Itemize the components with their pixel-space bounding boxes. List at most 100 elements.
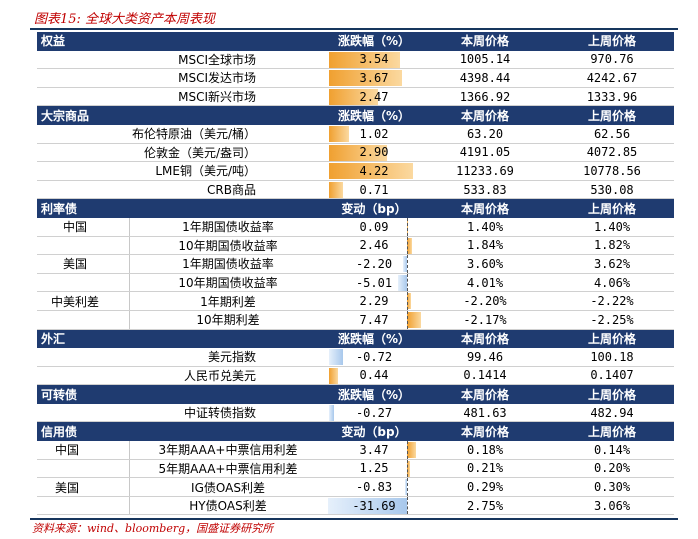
previous-price: 3.06% (593, 498, 631, 513)
current-price: 0.1414 (463, 368, 507, 383)
previous-price: -2.22% (590, 294, 634, 309)
row-label: 1年期利差 (200, 294, 256, 309)
previous-price: 482.94 (590, 405, 634, 420)
previous-price: 3.62% (593, 256, 631, 271)
row-label: 美元指数 (207, 350, 256, 365)
column-separator (129, 441, 130, 459)
previous-price: 1333.96 (586, 89, 638, 104)
change-value: -0.27 (355, 405, 393, 420)
current-price-header: 本周价格 (460, 424, 509, 439)
current-price: 4.01% (466, 275, 504, 290)
row-label: 1年期国债收益率 (182, 220, 274, 235)
bottom-rule (30, 518, 678, 520)
change-value: 1.25 (359, 461, 389, 476)
section-header-row: 信用债 变动（bp） 本周价格 上周价格 (37, 422, 674, 442)
previous-price: 530.08 (590, 182, 634, 197)
table-row: 人民币兑美元 0.44 0.1414 0.1407 (37, 367, 674, 386)
previous-price-header: 上周价格 (587, 201, 636, 216)
current-price: 0.21% (466, 461, 504, 476)
section-header-row: 大宗商品 涨跌幅（%） 本周价格 上周价格 (37, 106, 674, 125)
change-bar (402, 256, 407, 273)
row-label: 布伦特原油（美元/桶） (131, 127, 256, 142)
table-row: 10年期国债收益率 -5.01 4.01% 4.06% (37, 273, 674, 293)
row-label: 10年期国债收益率 (178, 276, 278, 291)
previous-price: 4242.67 (586, 70, 638, 85)
column-separator (129, 217, 130, 236)
current-price: 1.40% (466, 219, 504, 234)
previous-price: 10778.56 (583, 163, 641, 178)
row-label: LME铜（美元/吨） (155, 164, 256, 179)
table-row: 美元指数 -0.72 99.46 100.18 (37, 348, 674, 367)
change-value: 4.22 (359, 163, 389, 178)
column-separator (129, 255, 130, 273)
section-title: 权益 (41, 34, 66, 49)
change-bar (329, 51, 400, 68)
change-value: 2.47 (359, 89, 389, 104)
change-bar (329, 367, 338, 384)
change-column-header: 涨跌幅（%） (337, 34, 411, 49)
change-bar (397, 274, 407, 291)
change-bar (329, 88, 379, 105)
row-label: 10年期国债收益率 (178, 238, 278, 253)
column-separator (129, 459, 130, 478)
change-value: 0.09 (359, 219, 389, 234)
column-separator (129, 236, 130, 255)
previous-price-header: 上周价格 (587, 34, 636, 49)
row-label: 3年期AAA+中票信用利差 (158, 443, 298, 458)
zero-axis-line (407, 496, 408, 515)
previous-price-header: 上周价格 (587, 108, 636, 123)
zero-axis-line (407, 459, 408, 478)
table-row: CRB商品 0.71 533.83 530.08 (37, 181, 674, 200)
row-label: HY债OAS利差 (189, 499, 267, 514)
current-price-header: 本周价格 (460, 108, 509, 123)
current-price: 4191.05 (459, 145, 511, 160)
previous-price: 62.56 (593, 126, 631, 141)
zero-axis-line (407, 273, 408, 292)
table-row: 中证转债指数 -0.27 481.63 482.94 (37, 404, 674, 423)
change-bar (407, 311, 421, 328)
table-row: 美国 1年期国债收益率 -2.20 3.60% 3.62% (37, 255, 674, 274)
source-note: 资料来源：wind、bloomberg，国盛证券研究所 (32, 522, 274, 535)
change-bar (329, 181, 344, 198)
zero-axis-line (407, 217, 408, 236)
column-separator (129, 478, 130, 496)
row-label: MSCI发达市场 (178, 71, 256, 86)
table-row: HY债OAS利差 -31.69 2.75% 3.06% (37, 496, 674, 516)
previous-price: 4.06% (593, 275, 631, 290)
column-separator (129, 273, 130, 292)
table-row: LME铜（美元/吨） 4.22 11233.69 10778.56 (37, 162, 674, 181)
asset-performance-table: 权益 涨跌幅（%） 本周价格 上周价格 MSCI全球市场 3.54 1005.14 970.7… (37, 32, 674, 516)
column-separator (129, 310, 130, 329)
current-price: 1366.92 (459, 89, 511, 104)
row-label: MSCI新兴市场 (178, 90, 256, 105)
previous-price: 970.76 (590, 52, 634, 67)
section-title: 信用债 (41, 424, 78, 439)
row-label: 5年期AAA+中票信用利差 (158, 461, 298, 476)
current-price: 0.18% (466, 442, 504, 457)
row-group-label: 中国 (63, 220, 88, 235)
previous-price: 0.14% (593, 442, 631, 457)
column-separator (129, 292, 130, 310)
previous-price: 100.18 (590, 349, 634, 364)
current-price-header: 本周价格 (460, 201, 509, 216)
change-bar (329, 404, 335, 421)
row-group-label: 中美利差 (51, 294, 100, 309)
zero-axis-line (407, 255, 408, 273)
change-value: 2.29 (359, 294, 389, 309)
change-column-header: 变动（bp） (341, 201, 407, 216)
change-column-header: 涨跌幅（%） (337, 387, 411, 402)
current-price: 3.60% (466, 256, 504, 271)
current-price-header: 本周价格 (460, 387, 509, 402)
column-separator (129, 496, 130, 515)
current-price: 2.75% (466, 498, 504, 513)
current-price-header: 本周价格 (460, 331, 509, 346)
change-value: 3.67 (359, 70, 389, 85)
change-value: -0.83 (355, 480, 393, 495)
change-value: 1.02 (359, 126, 389, 141)
change-bar (407, 442, 416, 459)
change-bar (329, 163, 414, 180)
table-row: 10年期利差 7.47 -2.17% -2.25% (37, 310, 674, 330)
row-group-label: 中国 (55, 443, 80, 458)
change-value: 2.46 (359, 238, 389, 253)
current-price: 1.84% (466, 238, 504, 253)
